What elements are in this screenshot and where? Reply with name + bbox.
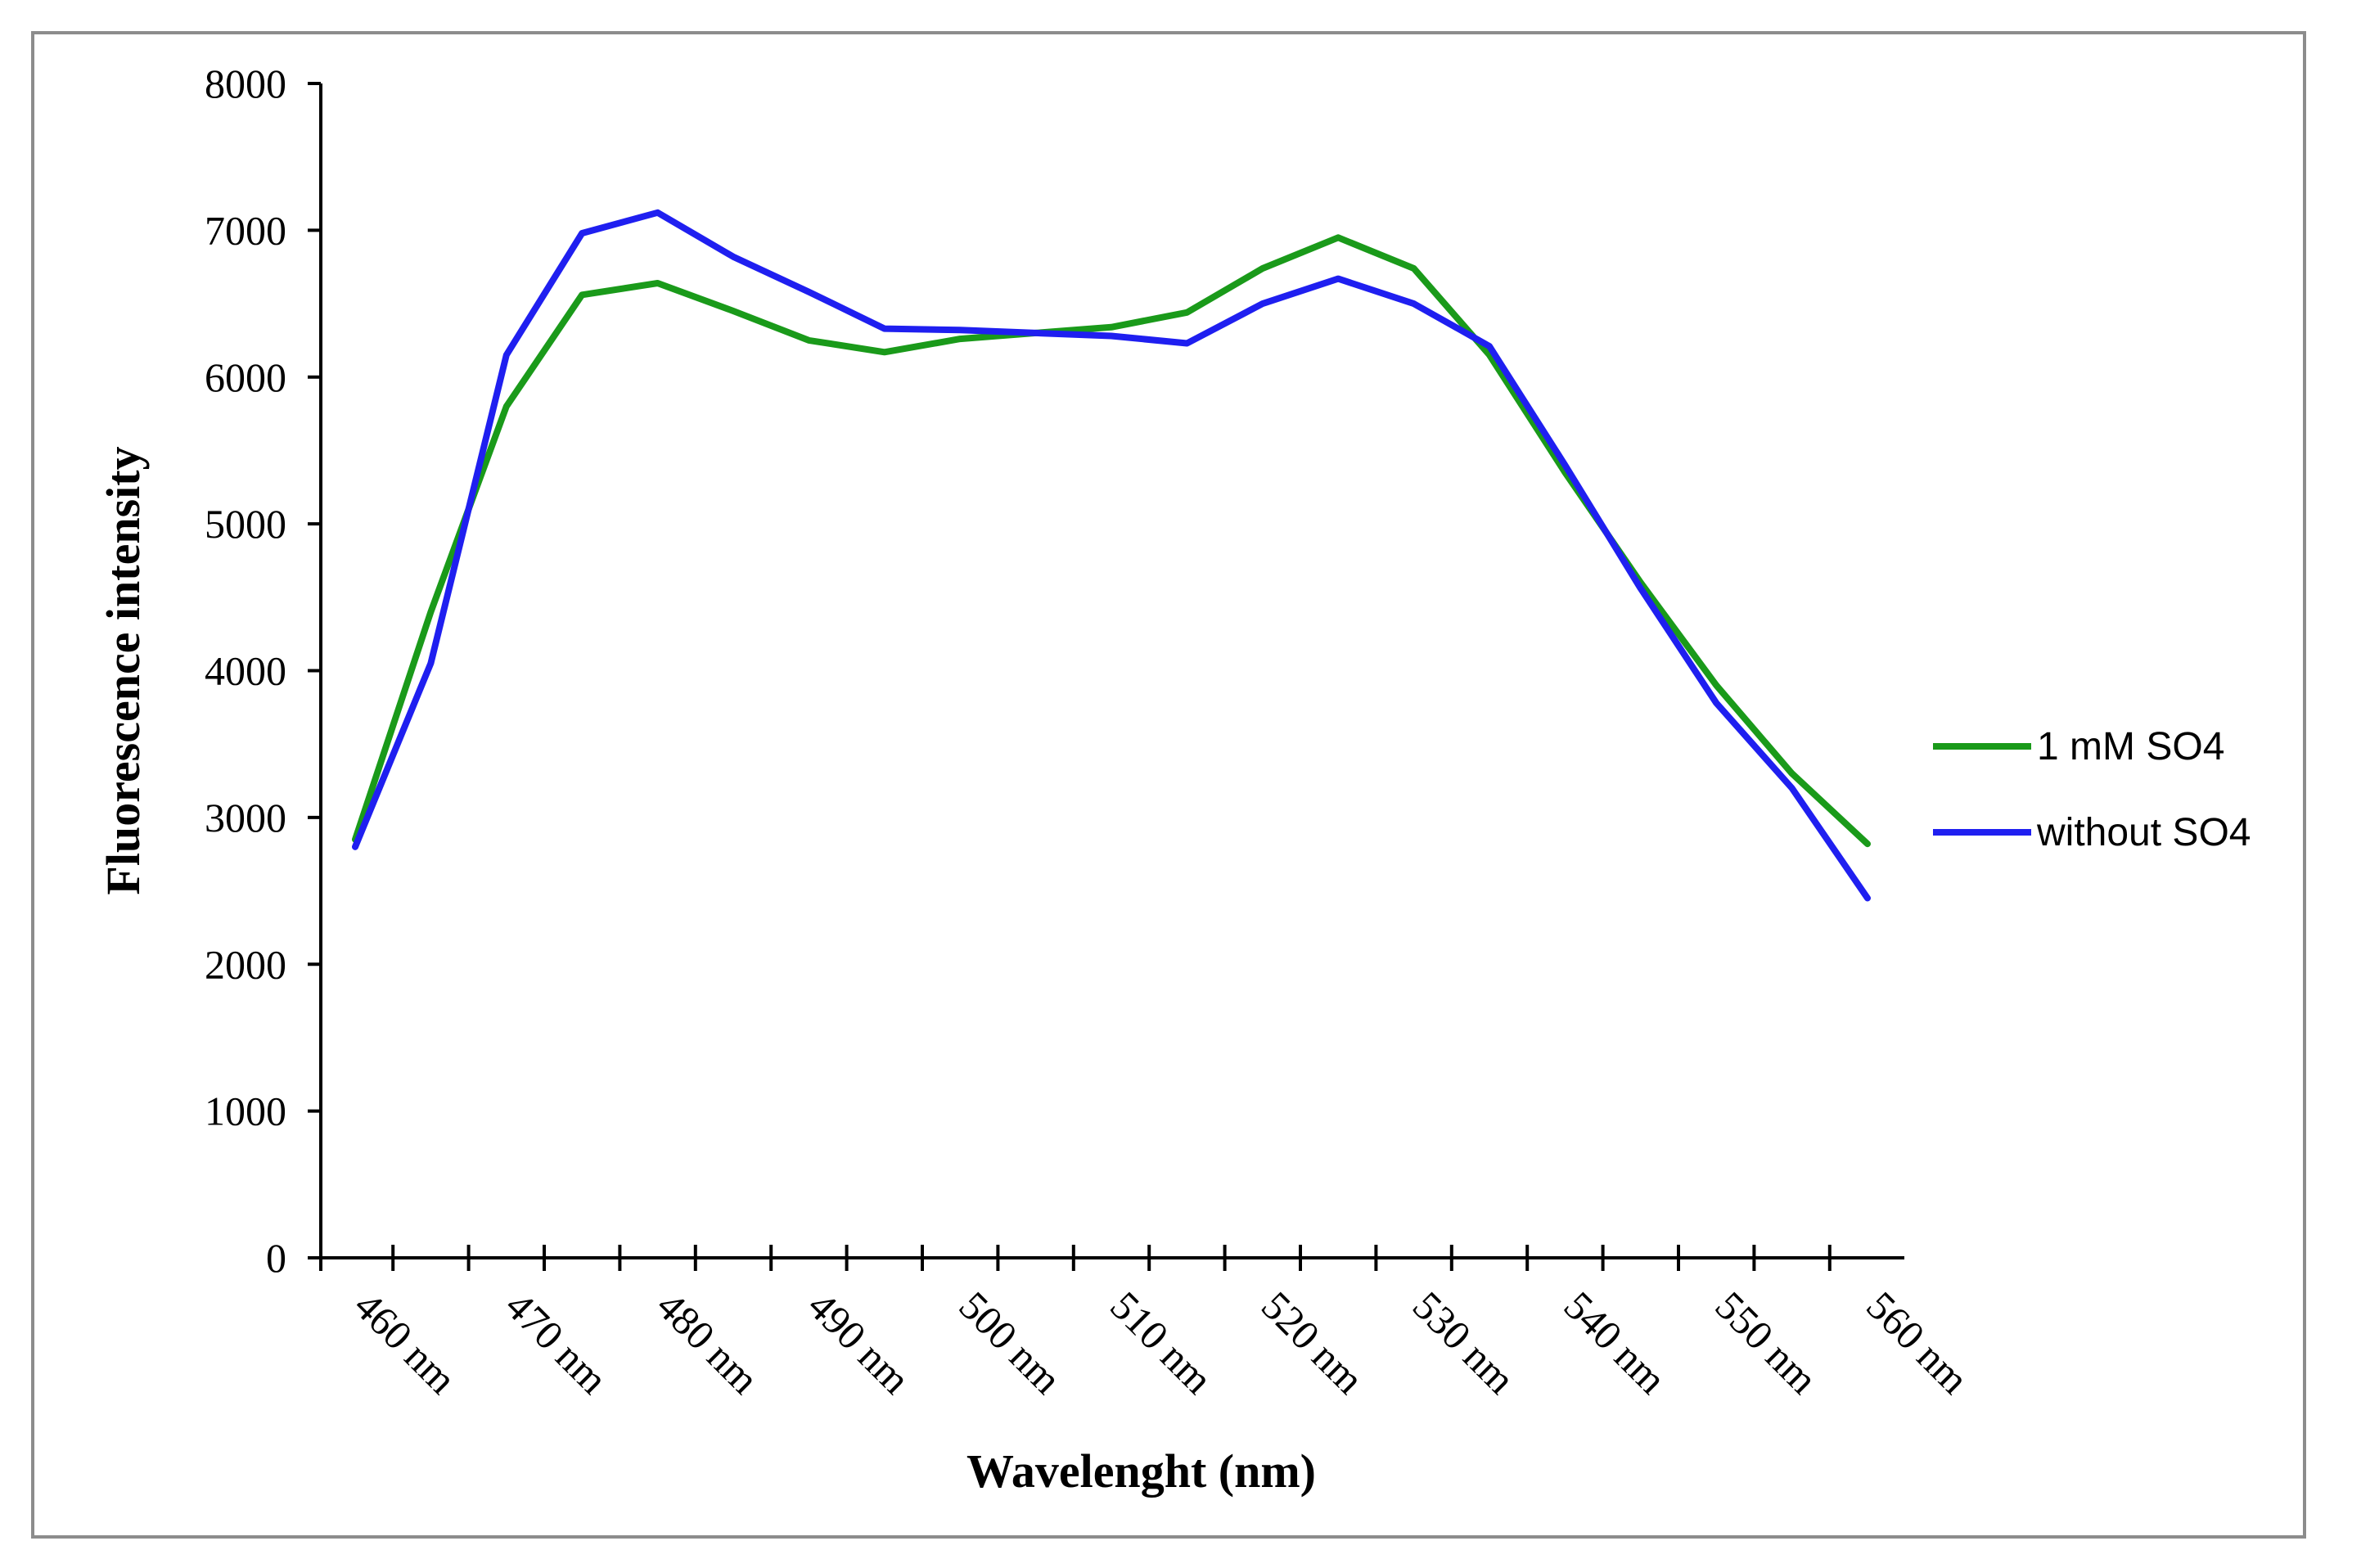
- x-tick-label: 470 nm: [497, 1282, 617, 1403]
- y-axis: 0 1000 2000 3000 4000 5000 6000 7000 8000: [205, 61, 322, 1281]
- y-tick-label: 5000: [205, 501, 286, 547]
- x-axis: 460 nm 470 nm 480 nm 490 nm 500 nm 510 nm 520 …: [319, 1245, 1978, 1403]
- y-tick-label: 3000: [205, 795, 286, 840]
- y-tick-label: 4000: [205, 648, 286, 694]
- y-tick-label: 7000: [205, 207, 286, 253]
- x-tick-label: 560 nm: [1858, 1282, 1978, 1403]
- y-axis-title: Fluorescence intensity: [97, 446, 150, 894]
- x-tick-label: 530 nm: [1404, 1282, 1525, 1403]
- y-ticks: 0 1000 2000 3000 4000 5000 6000 7000 8000: [205, 61, 321, 1281]
- fluorescence-chart: 0 1000 2000 3000 4000 5000 6000 7000 8000 460 nm…: [97, 61, 2251, 1498]
- x-tick-label: 510 nm: [1102, 1282, 1222, 1403]
- legend: 1 mM SO4 without SO4: [1933, 725, 2251, 854]
- y-tick-label: 0: [266, 1235, 286, 1281]
- legend-label-0: 1 mM SO4: [2037, 725, 2224, 768]
- x-ticks: 460 nm 470 nm 480 nm 490 nm 500 nm 510 nm 520 …: [319, 1245, 1978, 1403]
- x-tick-label: 460 nm: [345, 1282, 466, 1403]
- chart-frame: 0 1000 2000 3000 4000 5000 6000 7000 8000 460 nm…: [31, 31, 2306, 1539]
- x-tick-label: 550 nm: [1706, 1282, 1827, 1403]
- legend-label-1: without SO4: [2036, 811, 2251, 854]
- y-tick-label: 6000: [205, 354, 286, 400]
- x-tick-label: 490 nm: [800, 1282, 920, 1403]
- x-axis-title: Wavelenght (nm): [966, 1444, 1316, 1498]
- x-tick-label: 520 nm: [1253, 1282, 1373, 1403]
- x-tick-label: 480 nm: [648, 1282, 768, 1403]
- y-tick-label: 8000: [205, 61, 286, 106]
- series-line-1: [352, 209, 1871, 902]
- y-tick-label: 2000: [205, 941, 286, 987]
- y-tick-label: 1000: [205, 1088, 286, 1134]
- series-group: [352, 209, 1871, 902]
- series-line-0: [352, 234, 1871, 848]
- x-tick-label: 500 nm: [950, 1282, 1070, 1403]
- x-tick-label: 540 nm: [1556, 1282, 1676, 1403]
